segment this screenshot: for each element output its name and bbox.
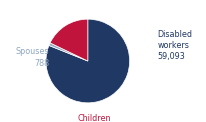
- Wedge shape: [50, 19, 87, 61]
- Text: Disabled
workers
59,093: Disabled workers 59,093: [157, 30, 192, 61]
- Text: Spouses
788: Spouses 788: [16, 47, 49, 68]
- Wedge shape: [46, 19, 129, 103]
- Text: Children
13,029: Children 13,029: [77, 114, 110, 122]
- Wedge shape: [49, 43, 87, 61]
